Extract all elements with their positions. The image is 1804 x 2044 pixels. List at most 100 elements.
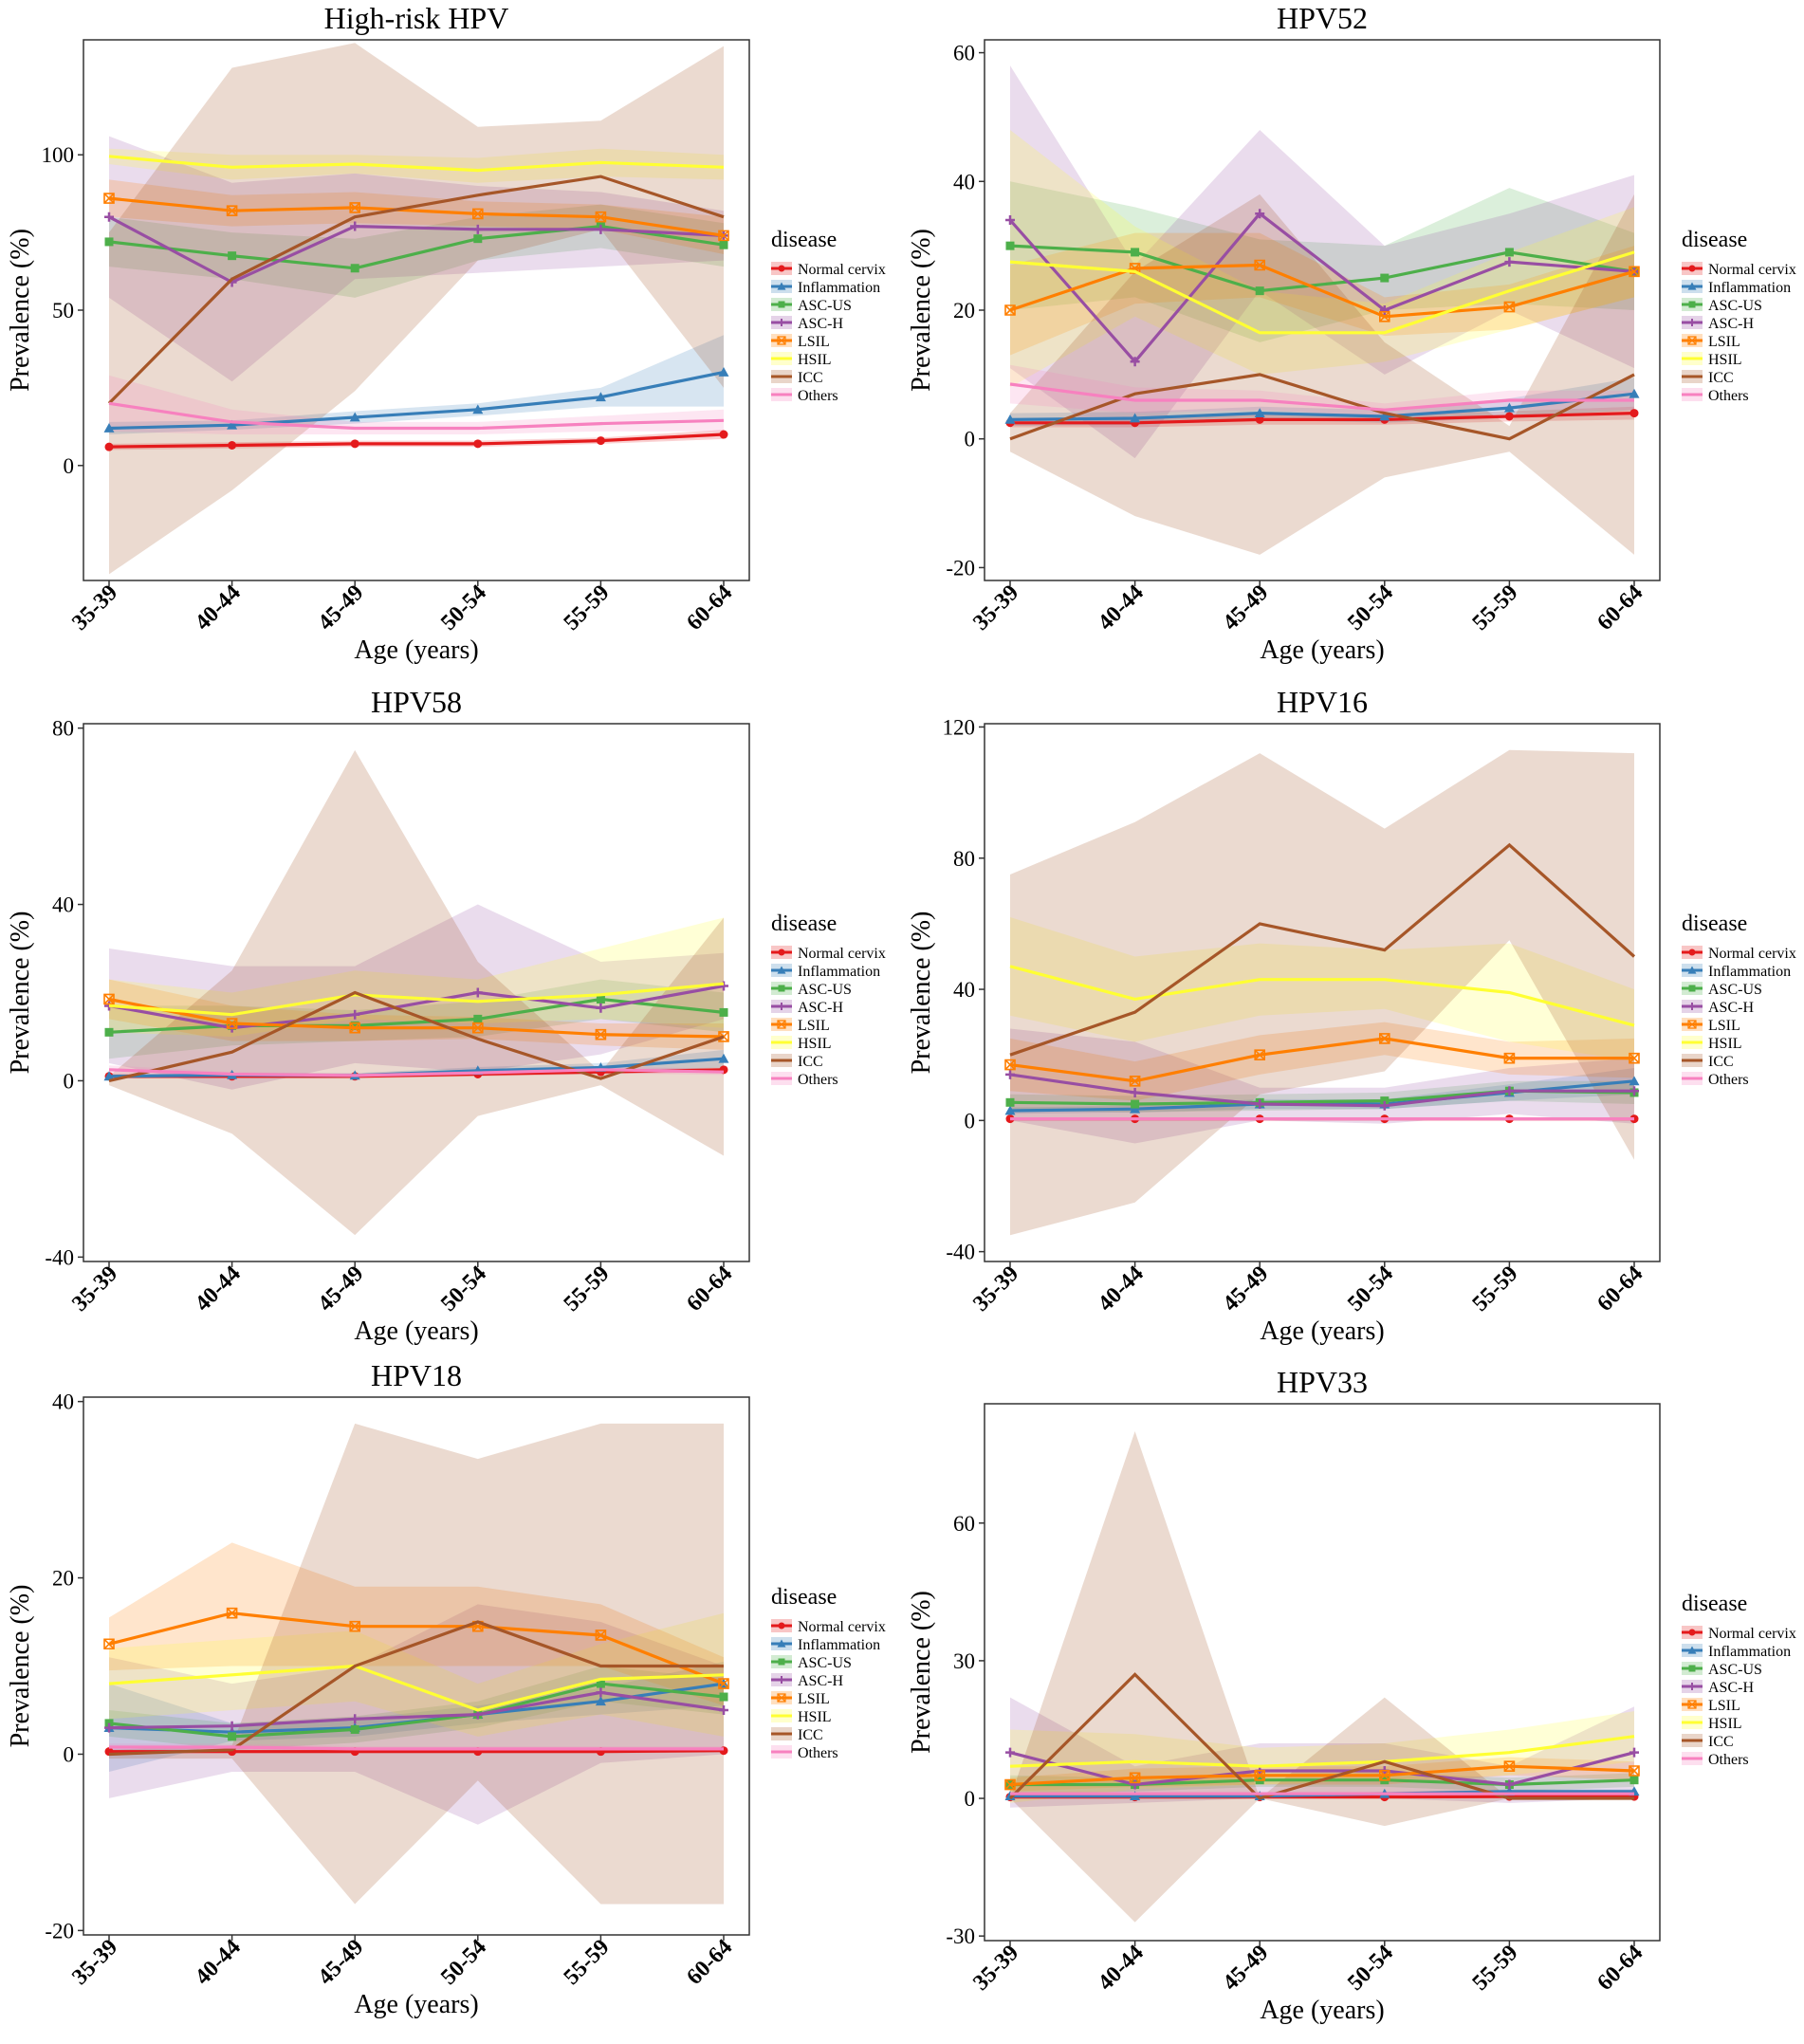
- point-lsil-1: [103, 1638, 115, 1650]
- legend-label: Normal cervix: [1708, 262, 1796, 278]
- point-lsil-1: [1004, 1059, 1016, 1071]
- legend-item-inflammation: Inflammation: [771, 280, 880, 296]
- point-lsil-2: [226, 205, 238, 216]
- line-asc-h: [1009, 1073, 1634, 1108]
- x-tick-label: 40-44: [1094, 1261, 1149, 1317]
- y-tick-label: -20: [45, 1919, 74, 1943]
- legend-item-lsil: LSIL: [1682, 1018, 1740, 1034]
- line-icc: [1008, 1672, 1634, 1800]
- point-inflammation-6: [1629, 388, 1640, 398]
- legend-item-icc: ICC: [1682, 1734, 1734, 1750]
- series-others: [108, 401, 725, 431]
- band-icc: [109, 749, 724, 1236]
- point-asc-us-2: [228, 251, 237, 261]
- band-lsil: [109, 179, 724, 254]
- line-hsil: [1009, 1735, 1635, 1768]
- point-normal-cervix-6: [1629, 409, 1639, 418]
- legend-marker: [1688, 265, 1696, 272]
- point-lsil-5: [1503, 301, 1516, 313]
- x-tick-label: 55-59: [1468, 1941, 1523, 1996]
- point-inflammation-4: [472, 404, 484, 414]
- legend-marker: [1687, 1700, 1697, 1709]
- plot-frame: [83, 723, 750, 1262]
- legend-marker: [1687, 1646, 1697, 1654]
- point-asc-us-2: [1131, 1099, 1140, 1109]
- point-lsil-6: [1629, 1765, 1640, 1777]
- legend-item-asc-h: ASC-H: [771, 316, 843, 332]
- y-tick-label: 0: [965, 1109, 976, 1132]
- legend: disease Normal cervix Inflammation ASC-US AS…: [771, 912, 886, 1088]
- series-lsil: [103, 993, 729, 1042]
- point-asc-h-6: [1629, 1747, 1639, 1758]
- point-asc-h-4: [472, 224, 483, 234]
- line-lsil: [1009, 1037, 1634, 1083]
- point-asc-us-2: [1131, 248, 1140, 257]
- line-lsil: [1009, 263, 1635, 319]
- point-normal-cervix-4: [473, 439, 483, 449]
- point-inflammation-1: [1004, 1791, 1016, 1801]
- legend-label: LSIL: [1708, 1698, 1740, 1714]
- point-lsil-3: [1254, 1049, 1265, 1060]
- band-asc-us: [109, 204, 724, 298]
- legend-marker: [1688, 985, 1696, 992]
- point-normal-cervix-6: [719, 430, 728, 439]
- legend: disease Normal cervix Inflammation ASC-US AS…: [1682, 1592, 1796, 1768]
- point-asc-h-3: [350, 1714, 360, 1724]
- legend-item-lsil: LSIL: [1682, 1698, 1740, 1714]
- chart-panel-hpv18: HPV18 -20 0 20 40 35-39 40-44 45-49 50-54 55-59 60…: [6, 1358, 886, 2019]
- legend-label: HSIL: [798, 1036, 832, 1052]
- y-tick-label: 40: [953, 978, 975, 1002]
- point-asc-us-4: [473, 1014, 483, 1023]
- legend: disease Normal cervix Inflammation ASC-US AS…: [771, 1585, 886, 1761]
- legend-label: ASC-H: [798, 1000, 843, 1016]
- legend-item-icc: ICC: [771, 1054, 823, 1070]
- legend-item-others: Others: [1682, 1752, 1749, 1768]
- legend-label: ASC-H: [1708, 316, 1754, 332]
- x-tick-label: 45-49: [313, 1935, 368, 1990]
- series-asc-h: [1005, 209, 1639, 367]
- band-lsil: [109, 1542, 724, 1706]
- series-inflammation: [103, 367, 729, 433]
- x-tick-label: 55-59: [560, 1261, 615, 1317]
- point-normal-cervix-5: [596, 436, 605, 446]
- y-tick-label: 40: [52, 893, 74, 917]
- chart-title: HPV58: [371, 685, 462, 719]
- legend-label: ICC: [1708, 1054, 1734, 1070]
- series-asc-us: [1005, 241, 1639, 296]
- legend-item-others: Others: [771, 1072, 838, 1088]
- point-asc-us-4: [1380, 273, 1390, 283]
- x-tick-label: 50-54: [1343, 580, 1398, 635]
- legend-marker: [778, 301, 785, 308]
- point-lsil-2: [226, 1607, 238, 1619]
- point-lsil-1: [103, 993, 115, 1005]
- band-inflammation: [1010, 1068, 1634, 1114]
- line-asc-us: [1009, 244, 1635, 293]
- y-tick-label: 60: [953, 42, 975, 65]
- legend-title: disease: [771, 228, 837, 252]
- point-lsil-3: [1254, 259, 1265, 271]
- legend-title: disease: [1682, 228, 1747, 252]
- point-asc-h-5: [596, 1003, 606, 1013]
- point-inflammation-2: [1130, 1791, 1141, 1801]
- legend-item-normal-cervix: Normal cervix: [771, 1619, 886, 1635]
- series-hsil: [108, 155, 725, 173]
- series-icc: [107, 175, 725, 405]
- legend-label: LSIL: [798, 1018, 830, 1034]
- x-tick-label: 45-49: [313, 580, 368, 635]
- legend-item-inflammation: Inflammation: [1682, 1644, 1791, 1660]
- legend-item-hsil: HSIL: [1682, 352, 1742, 368]
- legend-item-lsil: LSIL: [771, 1018, 830, 1034]
- x-tick-label: 45-49: [313, 1261, 368, 1317]
- legend-label: ICC: [798, 1727, 823, 1743]
- point-lsil-5: [595, 1630, 607, 1641]
- legend-marker: [1687, 1020, 1697, 1029]
- point-asc-us-1: [1005, 241, 1015, 250]
- band-asc-h: [109, 136, 724, 382]
- legend-marker: [778, 985, 785, 992]
- legend-title: disease: [771, 1585, 837, 1610]
- point-inflammation-1: [103, 422, 115, 433]
- legend-item-normal-cervix: Normal cervix: [1682, 1626, 1796, 1642]
- series-asc-h: [104, 1687, 728, 1733]
- y-tick-label: 40: [953, 170, 975, 193]
